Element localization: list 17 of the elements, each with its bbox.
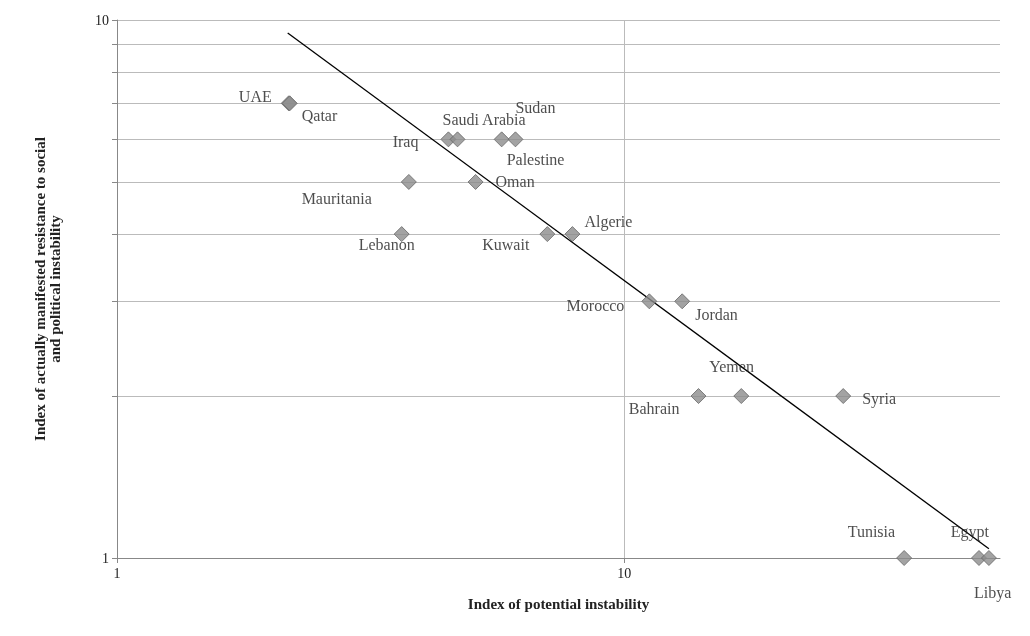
y-axis-title: Index of actually manifested resistance to social and political instability bbox=[31, 137, 63, 441]
annotation: Mauritania bbox=[301, 190, 372, 208]
annotation: Lebanon bbox=[358, 235, 415, 253]
annotation: Oman bbox=[495, 173, 535, 191]
annotation: Jordan bbox=[695, 305, 738, 323]
annotation: Iraq bbox=[392, 132, 419, 151]
annotation: Libya bbox=[973, 583, 1012, 602]
annotation: Syria bbox=[862, 389, 897, 408]
x-axis-title: Index of potential instability bbox=[467, 595, 650, 612]
annotation: Algerie bbox=[584, 212, 633, 231]
annotation: Bahrain bbox=[628, 399, 680, 417]
annotation: Morocco bbox=[566, 296, 625, 314]
annotation: Palestine bbox=[506, 150, 565, 168]
annotation: UAE bbox=[238, 87, 272, 105]
annotation: Kuwait bbox=[482, 235, 530, 253]
annotation: Qatar bbox=[301, 106, 338, 124]
annotation: Tunisia bbox=[847, 522, 896, 540]
